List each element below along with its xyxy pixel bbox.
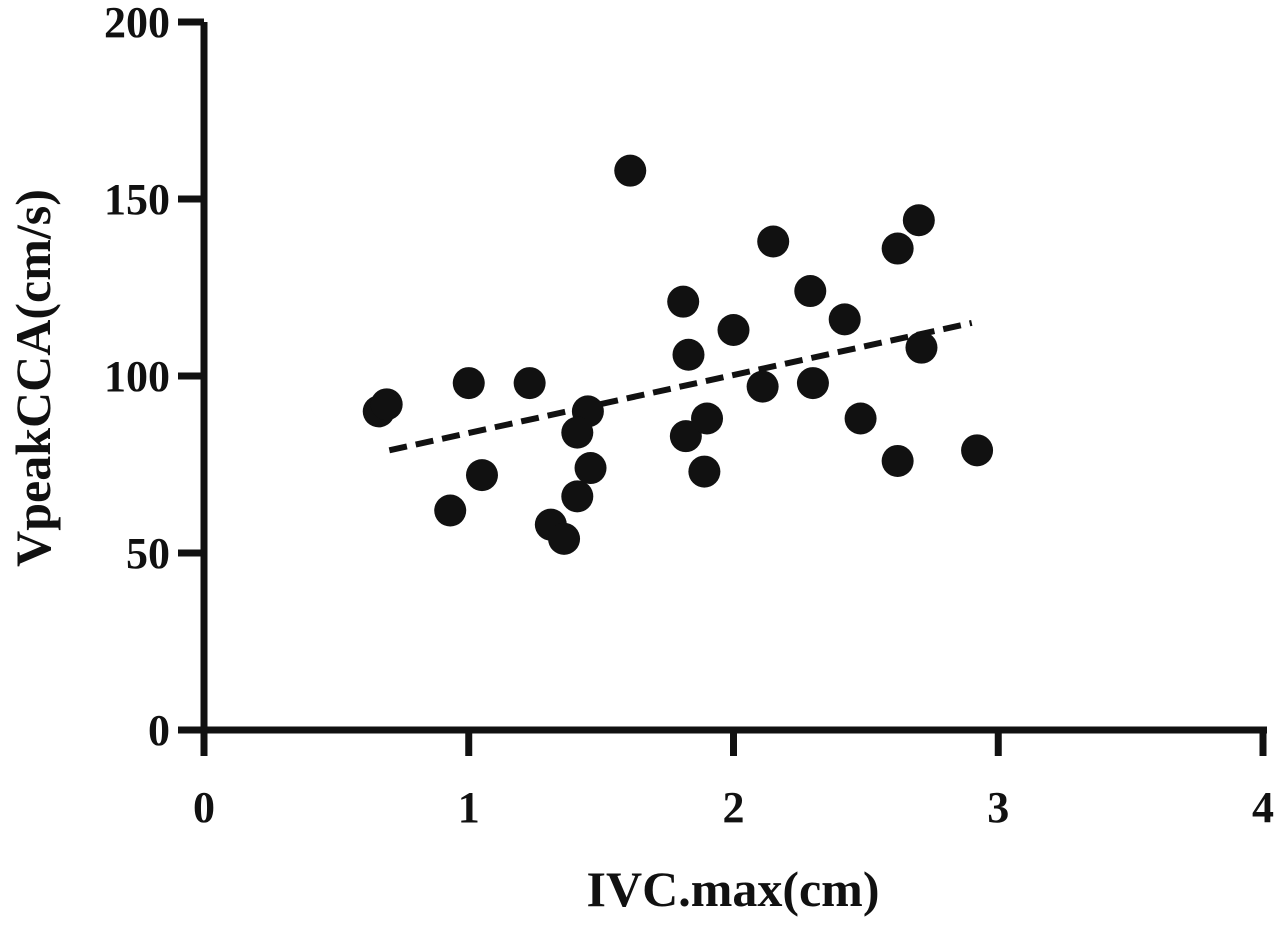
data-point xyxy=(370,388,403,421)
x-tick-label: 2 xyxy=(723,783,745,832)
axes xyxy=(178,18,1267,756)
data-points-layer xyxy=(362,154,994,555)
data-point xyxy=(434,494,467,527)
data-point xyxy=(614,154,647,187)
data-point xyxy=(452,367,485,400)
data-point xyxy=(672,338,705,371)
x-tick-label: 1 xyxy=(458,783,480,832)
data-point xyxy=(844,402,877,435)
tick-labels: 0 50 100 150 200 0 1 2 3 4 xyxy=(104,0,1274,832)
trend-line-layer xyxy=(388,319,973,454)
data-point xyxy=(902,204,935,237)
y-axis-title: VpeakCCA(cm/s) xyxy=(5,189,61,567)
x-tick-label: 4 xyxy=(1252,783,1274,832)
data-point xyxy=(513,367,546,400)
data-point xyxy=(561,480,594,513)
data-point xyxy=(746,370,779,403)
data-point xyxy=(881,232,914,265)
x-axis-title: IVC.max(cm) xyxy=(587,861,880,917)
data-point xyxy=(961,434,994,467)
x-tick-label: 0 xyxy=(193,783,215,832)
data-point xyxy=(717,313,750,346)
data-point xyxy=(574,452,607,485)
data-point xyxy=(669,420,702,453)
y-tick-label: 0 xyxy=(148,706,170,755)
y-tick-label: 200 xyxy=(104,0,170,47)
data-point xyxy=(796,367,829,400)
y-tick-label: 50 xyxy=(126,529,170,578)
y-tick-label: 100 xyxy=(104,352,170,401)
data-point xyxy=(465,459,498,492)
trend-line xyxy=(388,319,973,454)
data-point xyxy=(757,225,790,258)
data-point xyxy=(905,331,938,364)
data-point xyxy=(794,275,827,308)
data-point xyxy=(828,303,861,336)
data-point xyxy=(691,402,724,435)
data-point xyxy=(548,522,581,555)
data-point xyxy=(561,416,594,449)
data-point xyxy=(667,285,700,318)
data-point xyxy=(688,455,721,488)
y-tick-label: 150 xyxy=(104,175,170,224)
x-tick-label: 3 xyxy=(987,783,1009,832)
data-point xyxy=(881,444,914,477)
